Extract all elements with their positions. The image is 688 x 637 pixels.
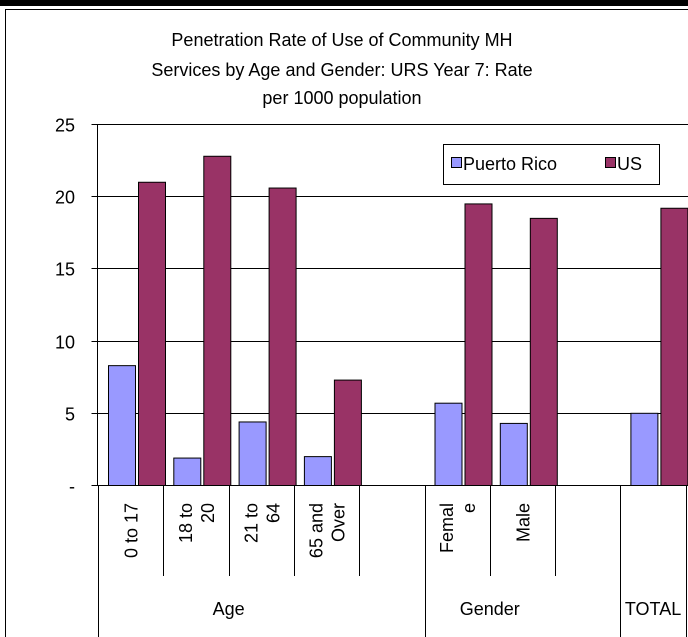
y-tick-label: - [69,477,75,497]
chart-title-line-3: per 1000 population [262,88,421,108]
y-tick-label: 5 [65,405,75,425]
bar-puerto-rico [303,456,332,486]
legend: Puerto Rico US [443,144,660,185]
top-border-bar [0,0,688,6]
x-category-label: 64 [263,503,283,523]
x-category-label: 0 to 17 [122,503,142,558]
legend-label-us: US [617,154,642,174]
chart-frame [5,9,688,637]
legend-swatch-us [605,157,616,168]
bar-us [138,181,166,486]
legend-swatch-puerto-rico [451,157,462,168]
legend-label-puerto-rico: Puerto Rico [463,154,557,174]
bar-us [464,203,493,486]
x-category-label: Femal [437,503,457,553]
bar-puerto-rico [499,422,528,486]
bar-us [529,217,558,487]
y-tick-label: 10 [55,333,75,353]
x-category-label: 18 to [176,503,196,543]
bar-puerto-rico [173,457,202,486]
chart-title-line-2: Services by Age and Gender: URS Year 7: … [151,60,532,80]
y-tick-label: 25 [55,116,75,136]
legend-box [443,144,660,185]
x-category-label: 20 [198,503,218,523]
y-tick-label: 20 [55,188,75,208]
bar-puerto-rico [238,421,267,486]
x-category-label: 21 to [241,503,261,543]
bar-us [660,207,688,486]
x-category-label: e [459,503,479,513]
bar-us [333,379,362,487]
y-tick-label: 15 [55,260,75,280]
x-group-label: Gender [460,599,520,619]
bar-puerto-rico [630,412,659,486]
chart-title-line-1: Penetration Rate of Use of Community MH [171,30,512,50]
x-category-label: Over [329,503,349,542]
x-group-label: TOTAL [625,599,681,619]
x-category-label: 65 and [307,503,327,558]
bar-us [268,187,297,486]
x-category-label: Male [513,503,533,542]
bar-puerto-rico [434,402,463,486]
x-group-label: Age [213,599,245,619]
bar-puerto-rico [108,365,136,487]
bar-us [203,155,232,486]
